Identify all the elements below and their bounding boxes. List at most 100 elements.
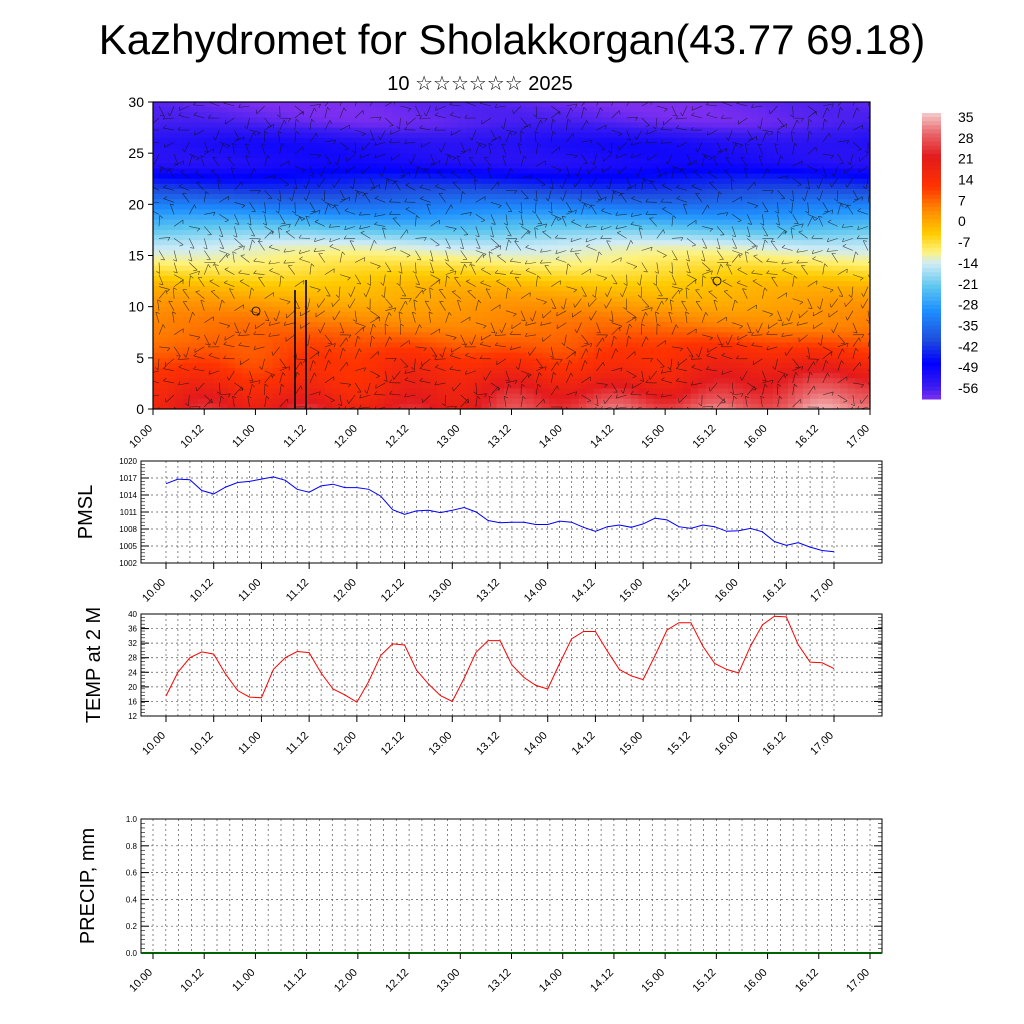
field-cell: [227, 332, 236, 338]
field-cell: [369, 311, 378, 318]
field-cell: [242, 132, 251, 139]
field-cell: [653, 281, 662, 287]
field-cell: [182, 183, 191, 190]
field-cell: [227, 403, 236, 409]
field-cell: [466, 107, 475, 113]
field-cell: [548, 112, 557, 118]
field-cell: [362, 158, 371, 164]
field-cell: [496, 286, 505, 292]
field-cell: [399, 194, 408, 200]
field-cell: [533, 183, 542, 190]
field-cell: [601, 137, 610, 144]
field-cell: [586, 250, 595, 257]
field-cell: [571, 245, 580, 251]
field-cell: [563, 316, 572, 323]
field-cell: [354, 194, 363, 200]
field-cell: [294, 188, 303, 195]
field-cell: [197, 214, 206, 221]
field-cell: [720, 107, 729, 113]
field-cell: [496, 362, 505, 369]
field-cell: [324, 332, 333, 338]
field-cell: [713, 235, 722, 241]
field-cell: [511, 153, 520, 159]
field-cell: [735, 270, 744, 277]
field-cell: [526, 357, 535, 364]
field-cell: [287, 173, 296, 180]
field-cell: [623, 388, 632, 395]
field-cell: [466, 383, 475, 390]
field-cell: [586, 368, 595, 374]
field-cell: [399, 342, 408, 349]
field-cell: [511, 291, 520, 298]
field-cell: [645, 127, 655, 134]
field-cell: [257, 148, 266, 154]
field-cell: [354, 286, 363, 292]
field-cell: [205, 306, 214, 313]
field-cell: [638, 204, 647, 211]
field-cell: [399, 255, 408, 262]
field-cell: [384, 255, 393, 262]
field-cell: [541, 214, 550, 221]
field-cell: [347, 188, 356, 195]
field-cell: [474, 173, 483, 180]
field-cell: [586, 240, 595, 246]
field-cell: [683, 178, 692, 185]
field-cell: [160, 393, 169, 400]
field-cell: [631, 250, 640, 257]
field-cell: [645, 332, 655, 338]
field-cell: [212, 291, 221, 298]
field-cell: [504, 153, 513, 159]
field-cell: [593, 127, 602, 134]
field-cell: [638, 250, 647, 257]
field-cell: [339, 204, 348, 211]
field-cell: [743, 219, 752, 226]
field-cell: [459, 235, 468, 241]
field-cell: [645, 122, 655, 129]
field-cell: [399, 224, 408, 231]
field-cell: [250, 245, 259, 251]
field-cell: [369, 357, 378, 364]
field-cell: [287, 194, 296, 200]
field-cell: [645, 322, 655, 328]
field-cell: [563, 368, 572, 374]
field-cell: [728, 204, 737, 211]
field-cell: [466, 214, 475, 221]
field-cell: [660, 255, 669, 262]
field-cell: [406, 117, 416, 124]
field-cell: [362, 148, 371, 154]
field-cell: [668, 311, 677, 318]
field-cell: [332, 286, 341, 292]
field-cell: [660, 306, 669, 313]
field-cell: [242, 316, 251, 323]
field-cell: [459, 383, 468, 390]
field-cell: [279, 398, 289, 405]
field-cell: [332, 163, 341, 170]
field-cell: [511, 265, 520, 272]
field-cell: [332, 306, 341, 313]
field-cell: [675, 132, 684, 139]
field-cell: [227, 373, 236, 379]
field-cell: [354, 260, 363, 267]
field-cell: [279, 229, 289, 236]
field-cell: [713, 188, 722, 195]
field-cell: [713, 388, 722, 395]
field-cell: [265, 122, 274, 129]
field-cell: [563, 281, 572, 287]
field-cell: [317, 362, 326, 369]
field-cell: [160, 301, 169, 308]
field-cell: [220, 270, 229, 277]
field-cell: [272, 194, 281, 200]
field-cell: [451, 347, 460, 354]
field-cell: [265, 296, 274, 303]
field-cell: [698, 357, 707, 364]
field-cell: [683, 219, 692, 226]
field-cell: [317, 398, 326, 405]
field-cell: [533, 153, 542, 159]
field-cell: [265, 112, 274, 118]
field-cell: [496, 173, 505, 180]
field-cell: [653, 178, 662, 185]
field-cell: [660, 347, 669, 354]
field-cell: [302, 199, 311, 205]
field-cell: [429, 368, 438, 374]
field-cell: [451, 219, 460, 226]
